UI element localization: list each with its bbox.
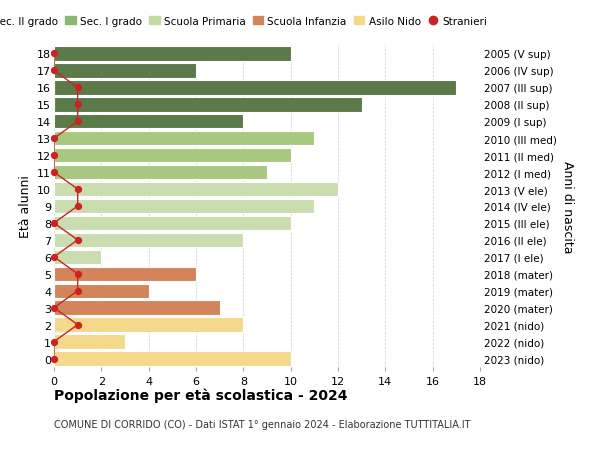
Point xyxy=(73,101,82,109)
Point xyxy=(49,338,59,346)
Y-axis label: Età alunni: Età alunni xyxy=(19,175,32,238)
Bar xyxy=(54,166,267,180)
Bar xyxy=(54,98,362,112)
Point xyxy=(49,50,59,58)
Bar xyxy=(54,318,244,332)
Bar xyxy=(54,115,244,129)
Point xyxy=(73,84,82,92)
Point xyxy=(73,270,82,278)
Bar xyxy=(54,182,338,197)
Point xyxy=(49,254,59,261)
Bar xyxy=(54,132,314,146)
Legend: Sec. II grado, Sec. I grado, Scuola Primaria, Scuola Infanzia, Asilo Nido, Stran: Sec. II grado, Sec. I grado, Scuola Prim… xyxy=(0,12,491,31)
Point xyxy=(73,203,82,210)
Point xyxy=(73,321,82,329)
Point xyxy=(73,287,82,295)
Point xyxy=(49,220,59,227)
Point xyxy=(49,304,59,312)
Bar xyxy=(54,250,101,264)
Text: Popolazione per età scolastica - 2024: Popolazione per età scolastica - 2024 xyxy=(54,388,347,403)
Point xyxy=(49,152,59,159)
Bar xyxy=(54,233,244,247)
Point xyxy=(49,135,59,143)
Point xyxy=(73,186,82,193)
Bar xyxy=(54,47,290,62)
Bar xyxy=(54,81,457,95)
Point xyxy=(49,355,59,363)
Bar xyxy=(54,301,220,315)
Point xyxy=(73,237,82,244)
Bar xyxy=(54,335,125,349)
Point xyxy=(49,169,59,176)
Point xyxy=(49,67,59,75)
Bar xyxy=(54,149,290,163)
Bar xyxy=(54,199,314,214)
Bar xyxy=(54,352,290,366)
Y-axis label: Anni di nascita: Anni di nascita xyxy=(561,160,574,253)
Bar xyxy=(54,64,196,78)
Bar xyxy=(54,267,196,281)
Bar xyxy=(54,284,149,298)
Bar xyxy=(54,216,290,230)
Point xyxy=(73,118,82,126)
Text: COMUNE DI CORRIDO (CO) - Dati ISTAT 1° gennaio 2024 - Elaborazione TUTTITALIA.IT: COMUNE DI CORRIDO (CO) - Dati ISTAT 1° g… xyxy=(54,419,470,429)
